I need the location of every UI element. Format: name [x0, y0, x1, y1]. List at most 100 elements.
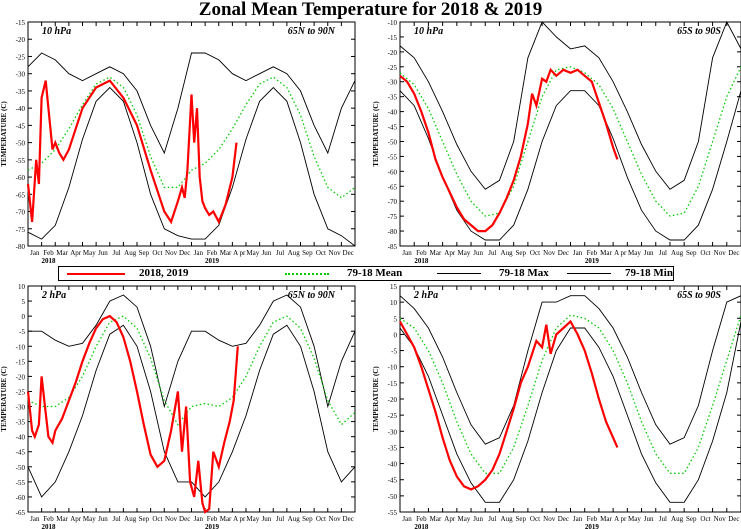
- y-axis-title-3: TEMPERATURE (C): [372, 366, 380, 432]
- y-tick-label-3: -55: [388, 509, 398, 517]
- series-max-line-0: [27, 52, 356, 155]
- x-month-label-2: Apr: [70, 515, 82, 523]
- pressure-label-0: 10 hPa: [42, 26, 71, 37]
- x-year-label-1: 2018: [414, 257, 429, 265]
- x-month-label-1: Feb: [587, 249, 598, 257]
- y-tick-label-0: -65: [16, 191, 26, 199]
- x-month-label-0: Jul: [112, 249, 120, 257]
- y-tick-label-0: -30: [16, 71, 26, 79]
- y-tick-label-3: -20: [388, 396, 398, 404]
- legend-label-min: 79-18 Min: [625, 267, 673, 279]
- pressure-label-2: 2 hPa: [41, 290, 66, 301]
- y-tick-label-1: -50: [388, 138, 398, 146]
- y-tick-label-2: -25: [16, 388, 26, 396]
- y-tick-label-3: -10: [388, 364, 398, 372]
- x-month-label-1: Jan: [573, 249, 583, 257]
- x-month-label-3: Nov: [543, 515, 556, 523]
- plot-frame-1: [399, 21, 741, 247]
- x-month-label-3: Sep: [516, 515, 527, 523]
- y-tick-label-2: -20: [16, 373, 26, 381]
- y-tick-label-2: -60: [16, 494, 26, 502]
- y-axis-title-0: TEMPERATURE (C): [0, 101, 8, 167]
- legend-label-max: 79-18 Max: [499, 267, 549, 279]
- x-month-label-2: Aug: [288, 515, 301, 523]
- x-month-label-2: Aug: [124, 515, 137, 523]
- x-month-label-3: May: [458, 515, 471, 523]
- x-month-label-3: Nov: [714, 515, 727, 523]
- y-tick-label-2: -65: [16, 509, 26, 517]
- legend-swatch-2018-2019: [67, 273, 125, 275]
- y-tick-label-1: -60: [388, 168, 398, 176]
- y-tick-label-0: -70: [16, 209, 26, 217]
- x-month-label-2: Feb: [207, 515, 218, 523]
- y-tick-label-2: -40: [16, 434, 26, 442]
- y-tick-label-0: -20: [16, 36, 26, 44]
- x-month-label-3: Jun: [473, 515, 483, 523]
- x-month-label-2: Jan: [194, 515, 204, 523]
- plot-frame-3: [399, 285, 741, 513]
- y-axis-title-1: TEMPERATURE (C): [372, 101, 380, 167]
- plot-frame-0: [27, 21, 356, 247]
- x-month-label-2: Jan: [30, 515, 40, 523]
- y-tick-label-0: -50: [16, 140, 26, 148]
- x-month-label-1: Sep: [686, 249, 697, 257]
- x-month-label-2: Sep: [139, 515, 150, 523]
- x-month-label-1: May: [458, 249, 471, 257]
- x-month-label-2: Mar: [56, 515, 68, 523]
- plot-frame-2: [27, 285, 356, 513]
- x-month-label-2: Dec: [343, 515, 354, 523]
- x-month-label-1: Dec: [558, 249, 569, 257]
- y-tick-label-1: -40: [388, 109, 398, 117]
- x-month-label-0: Aug: [124, 249, 137, 257]
- x-month-label-1: Nov: [714, 249, 727, 257]
- y-tick-label-2: 5: [22, 298, 26, 306]
- region-label-2: 65N to 90N: [288, 290, 336, 301]
- y-tick-label-2: -15: [16, 358, 26, 366]
- x-month-label-3: Jul: [659, 515, 667, 523]
- y-tick-label-0: -55: [16, 157, 26, 165]
- y-tick-label-1: -35: [388, 94, 398, 102]
- x-month-label-2: Jul: [276, 515, 284, 523]
- y-tick-label-1: -20: [388, 49, 398, 57]
- x-month-label-3: A pr: [614, 515, 627, 523]
- y-tick-label-1: -65: [388, 183, 398, 191]
- x-month-label-1: Dec: [728, 249, 739, 257]
- y-tick-label-3: -5: [391, 348, 397, 356]
- x-month-label-3: Jan: [402, 515, 412, 523]
- legend-label-mean: 79-18 Mean: [347, 267, 403, 279]
- y-tick-label-0: -35: [16, 88, 26, 96]
- x-month-label-2: May: [246, 515, 259, 523]
- y-tick-label-2: -50: [16, 464, 26, 472]
- x-month-label-1: Jun: [644, 249, 654, 257]
- legend-swatch-mean: [285, 273, 329, 275]
- x-month-label-0: Mar: [56, 249, 68, 257]
- x-year-label-2: 2018: [41, 523, 56, 529]
- y-tick-label-1: -85: [388, 243, 398, 251]
- x-month-label-3: Feb: [587, 515, 598, 523]
- x-month-label-3: Jul: [488, 515, 496, 523]
- legend-swatch-max: [437, 273, 481, 274]
- series-observed-line-3: [399, 319, 619, 491]
- y-tick-label-3: 10: [390, 299, 398, 307]
- x-year-label-0: 2018: [41, 257, 56, 265]
- x-month-label-2: May: [83, 515, 96, 523]
- region-label-0: 65N to 90N: [288, 26, 336, 37]
- series-min-line-2: [27, 324, 356, 498]
- series-mean-line-0: [27, 76, 356, 199]
- y-tick-label-1: -70: [388, 198, 398, 206]
- y-tick-label-1: -10: [388, 19, 398, 27]
- x-month-label-3: Jun: [644, 515, 654, 523]
- series-max-line-2: [28, 294, 356, 409]
- x-month-label-3: Aug: [501, 515, 514, 523]
- y-tick-label-3: -30: [388, 428, 398, 436]
- y-tick-label-1: -15: [388, 34, 398, 42]
- y-tick-label-0: -75: [16, 226, 26, 234]
- x-month-label-2: Dec: [179, 515, 190, 523]
- x-year-label-3: 2018: [414, 523, 429, 529]
- y-tick-label-2: -5: [19, 328, 25, 336]
- x-month-label-0: Feb: [43, 249, 54, 257]
- y-tick-label-1: -45: [388, 124, 398, 132]
- y-tick-label-3: 0: [394, 331, 398, 339]
- x-month-label-0: Aug: [288, 249, 301, 257]
- x-month-label-3: Feb: [416, 515, 427, 523]
